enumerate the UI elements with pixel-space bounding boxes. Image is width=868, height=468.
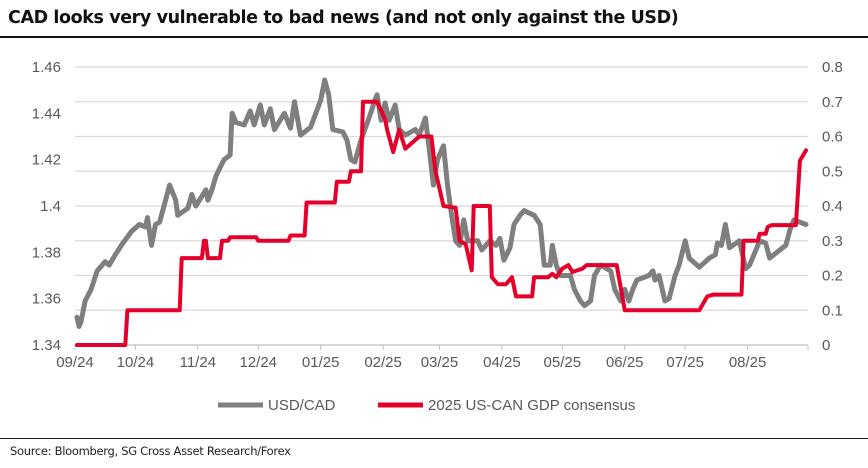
y-left-tick-label: 1.4 bbox=[40, 198, 61, 215]
title-rule bbox=[0, 36, 868, 38]
chart-title: CAD looks very vulnerable to bad news (a… bbox=[8, 8, 679, 28]
y-left-tick-label: 1.34 bbox=[32, 337, 61, 354]
y-right-tick-label: 0.2 bbox=[822, 268, 843, 285]
series-line-gdp-consensus bbox=[75, 99, 808, 347]
x-tick-label: 05/25 bbox=[544, 354, 582, 371]
x-tick-label: 07/25 bbox=[666, 354, 704, 371]
source-note: Source: Bloomberg, SG Cross Asset Resear… bbox=[10, 444, 291, 458]
y-right-tick-label: 0.7 bbox=[822, 94, 843, 111]
y-left-tick-label: 1.36 bbox=[32, 291, 61, 308]
x-tick-label: 06/25 bbox=[606, 354, 644, 371]
source-rule bbox=[0, 438, 868, 439]
y-right-tick-label: 0.5 bbox=[822, 163, 843, 180]
x-tick-label: 09/24 bbox=[56, 354, 94, 371]
y-right-tick-label: 0 bbox=[822, 337, 830, 354]
x-tick-label: 03/25 bbox=[421, 354, 459, 371]
x-tick-label: 01/25 bbox=[302, 354, 340, 371]
x-tick-label: 10/24 bbox=[117, 354, 155, 371]
legend-label: 2025 US-CAN GDP consensus bbox=[428, 397, 635, 414]
legend-label: USD/CAD bbox=[268, 397, 336, 414]
y-left-tick-label: 1.44 bbox=[32, 105, 61, 122]
x-tick-label: 04/25 bbox=[483, 354, 521, 371]
x-tick-label: 02/25 bbox=[364, 354, 402, 371]
x-tick-label: 12/24 bbox=[239, 354, 277, 371]
x-tick-label: 08/25 bbox=[729, 354, 767, 371]
y-left-tick-label: 1.42 bbox=[32, 152, 61, 169]
y-right-tick-label: 0.6 bbox=[822, 129, 843, 146]
y-right-tick-label: 0.1 bbox=[822, 302, 843, 319]
y-left-tick-label: 1.38 bbox=[32, 244, 61, 261]
y-right-tick-label: 0.8 bbox=[822, 59, 843, 76]
series-line-usdcad bbox=[74, 77, 809, 329]
y-left-tick-label: 1.46 bbox=[32, 59, 61, 76]
x-tick-label: 11/24 bbox=[180, 354, 216, 371]
y-right-tick-label: 0.4 bbox=[822, 198, 843, 215]
y-right-tick-label: 0.3 bbox=[822, 233, 843, 250]
